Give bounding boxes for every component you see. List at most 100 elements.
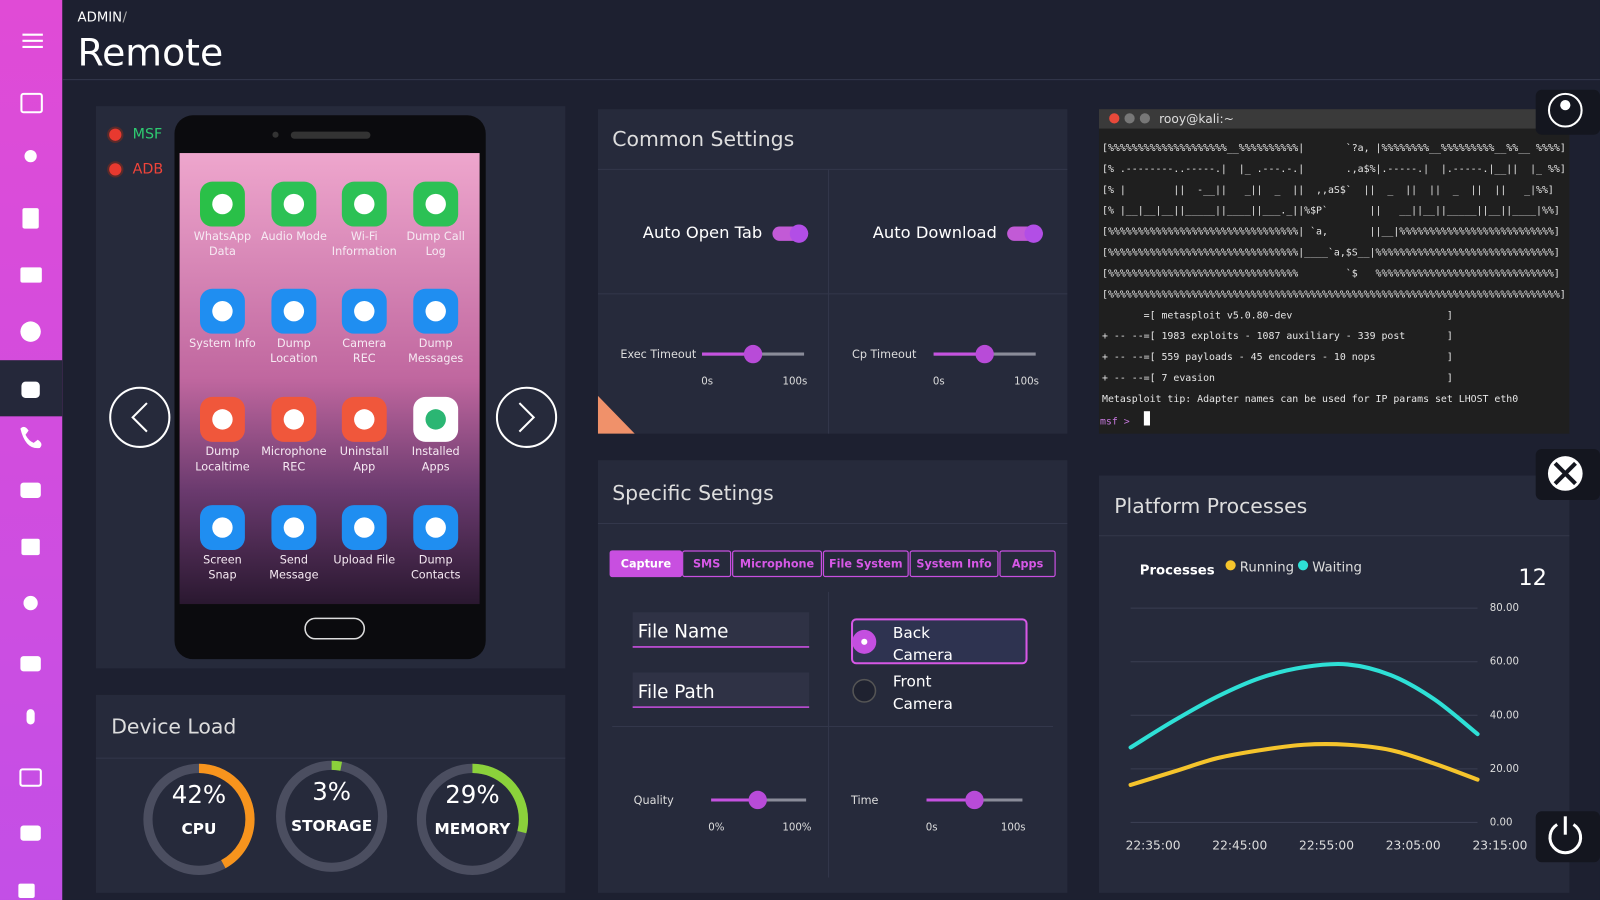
prev-button[interactable] xyxy=(109,386,171,448)
app-label[interactable]: Audio Mode xyxy=(260,229,327,243)
nav-video[interactable] xyxy=(18,883,35,898)
nav-calls[interactable] xyxy=(20,426,42,449)
app-label[interactable]: Wi-Fi Information xyxy=(331,229,397,259)
series-line xyxy=(1128,661,1480,750)
nav-help[interactable] xyxy=(20,321,41,342)
text-field[interactable] xyxy=(632,612,810,647)
slider-knob[interactable] xyxy=(975,344,994,364)
nav-camera[interactable] xyxy=(20,656,41,672)
tab[interactable] xyxy=(999,550,1056,578)
slider-max: 100% xyxy=(782,823,811,834)
terminal-line: [%%%%%%%%%%%%%%%%%%%%%%%%%%%%%%%% `$ %%%… xyxy=(1102,267,1560,279)
app-glyph xyxy=(354,517,375,538)
nav-users[interactable] xyxy=(24,149,37,163)
radio-label[interactable]: Back Camera xyxy=(892,623,953,665)
app-label[interactable]: Dump Messages xyxy=(408,336,464,366)
slider-min: 0s xyxy=(926,823,938,834)
nav-downloads[interactable] xyxy=(20,267,42,283)
sidebar xyxy=(0,0,63,900)
radio-label[interactable]: Front Camera xyxy=(892,672,953,714)
slider-knob[interactable] xyxy=(748,790,767,810)
tab[interactable] xyxy=(682,550,732,578)
terminal-line: [%%%%%%%%%%%%%%%%%%%%__%%%%%%%%%%| `?a, … xyxy=(1102,142,1566,154)
tab[interactable] xyxy=(732,550,823,578)
profile-icon xyxy=(1547,92,1583,128)
page-title: Remote xyxy=(78,30,224,74)
app-glyph xyxy=(354,409,375,430)
phone-speaker xyxy=(290,131,371,139)
field-placeholder: File Name xyxy=(638,622,729,643)
terminal-line: [%%%%%%%%%%%%%%%%%%%%%%%%%%%%%%%%|____`a… xyxy=(1102,247,1560,259)
x-tick-label: 22:55:00 xyxy=(1299,838,1354,852)
app-label[interactable]: System Info xyxy=(189,336,256,350)
profile-button[interactable] xyxy=(1535,89,1600,135)
app-label[interactable]: Installed Apps xyxy=(411,444,460,474)
slider-min: 0s xyxy=(701,377,713,388)
app-label[interactable]: Camera REC xyxy=(342,336,387,366)
app-label[interactable]: Upload File xyxy=(333,553,396,567)
slider-knob[interactable] xyxy=(743,344,763,364)
app-glyph xyxy=(425,409,446,430)
app-label[interactable]: Dump Call Log xyxy=(406,229,465,259)
app-label[interactable]: Dump Localtime xyxy=(195,444,250,474)
toggle-knob[interactable] xyxy=(789,224,809,243)
gauge-arc xyxy=(276,760,388,872)
app-label[interactable]: Screen Snap xyxy=(203,553,242,582)
app-glyph xyxy=(425,301,446,322)
app-glyph xyxy=(283,193,305,215)
legend-label: Waiting xyxy=(1312,560,1362,575)
app-label[interactable]: Microphone REC xyxy=(261,444,327,474)
minimize-button[interactable] xyxy=(1124,113,1135,124)
menu-icon[interactable] xyxy=(22,33,43,48)
next-button[interactable] xyxy=(495,386,558,448)
legend-title: Processes xyxy=(1140,563,1215,578)
radio[interactable] xyxy=(852,678,877,703)
app-glyph xyxy=(354,301,375,322)
y-tick-label: 80.00 xyxy=(1490,603,1519,614)
terminal xyxy=(1098,109,1570,434)
terminal-title: rooy@kali:~ xyxy=(1159,112,1234,126)
phone-home-button[interactable] xyxy=(304,617,366,640)
app-glyph xyxy=(212,301,233,322)
app-glyph xyxy=(283,301,305,322)
terminal-line: =[ metasploit v5.0.80-dev ] xyxy=(1102,310,1453,321)
terminal-line: [% .--------..-----.| |_ .---.-.| .,a$%|… xyxy=(1102,164,1566,175)
power-icon xyxy=(1548,823,1583,855)
terminal-line: + -- --=[ 7 evasion ] xyxy=(1102,373,1453,384)
nav-chat[interactable] xyxy=(20,825,41,841)
tab[interactable] xyxy=(822,550,909,578)
app-label[interactable]: Send Message xyxy=(269,553,319,582)
breadcrumb[interactable]: ADMIN xyxy=(78,10,123,25)
legend-swatch xyxy=(1297,560,1309,571)
text-field[interactable] xyxy=(632,672,810,708)
slider-min: 0s xyxy=(933,377,945,388)
nav-messages[interactable] xyxy=(20,482,41,498)
panel-title: Specific Setings xyxy=(612,481,773,505)
terminal-line: + -- --=[ 1983 exploits - 1087 auxiliary… xyxy=(1102,331,1453,342)
app-label[interactable]: Dump Contacts xyxy=(410,553,461,582)
tab[interactable] xyxy=(909,550,999,578)
app-glyph xyxy=(212,517,233,538)
gauge-arc xyxy=(143,763,255,875)
nav-remote[interactable] xyxy=(21,381,40,398)
toggle-knob[interactable] xyxy=(1024,224,1043,243)
app-glyph xyxy=(212,409,233,430)
close-button[interactable] xyxy=(1109,113,1120,124)
nav-screenshot[interactable] xyxy=(19,768,42,787)
tab[interactable] xyxy=(609,550,683,578)
app-label[interactable]: Uninstall App xyxy=(339,444,389,474)
terminal-prompt: msf > xyxy=(1100,416,1130,427)
nav-contacts[interactable] xyxy=(21,538,40,556)
slider-label: Quality xyxy=(634,794,674,807)
maximize-button[interactable] xyxy=(1139,113,1150,124)
nav-dashboard[interactable] xyxy=(20,92,43,114)
nav-microphone[interactable] xyxy=(26,709,35,725)
slider-knob[interactable] xyxy=(965,790,984,810)
app-label[interactable]: WhatsApp Data xyxy=(193,229,252,259)
app-label[interactable]: Dump Location xyxy=(270,336,318,366)
power-button[interactable] xyxy=(1535,811,1600,863)
nav-location[interactable] xyxy=(23,595,38,611)
x-tick-label: 23:05:00 xyxy=(1386,838,1441,852)
app-glyph xyxy=(283,409,305,430)
nav-files[interactable] xyxy=(22,208,39,229)
